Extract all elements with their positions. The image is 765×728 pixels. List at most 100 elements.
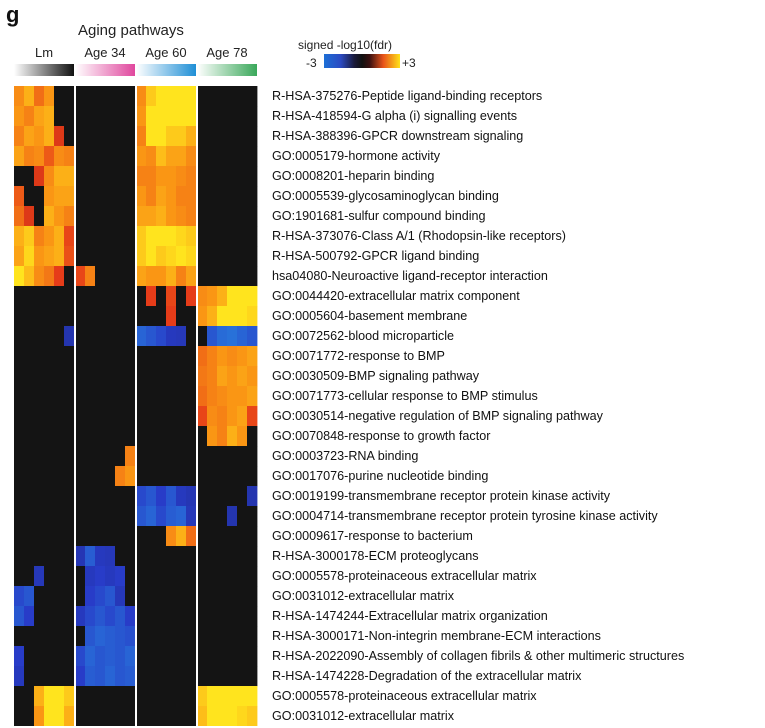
heatmap-cell bbox=[227, 646, 238, 667]
heatmap-cell bbox=[85, 646, 96, 667]
heatmap-cell bbox=[247, 366, 258, 387]
heatmap-cell bbox=[166, 226, 177, 247]
heatmap-cell bbox=[146, 606, 157, 627]
heatmap-cell bbox=[146, 626, 157, 647]
heatmap-cell bbox=[176, 106, 187, 127]
heatmap-cell bbox=[75, 306, 86, 327]
heatmap-cell bbox=[156, 126, 167, 147]
heatmap-cell bbox=[125, 186, 136, 207]
heatmap-cell bbox=[75, 366, 86, 387]
heatmap-cell bbox=[85, 226, 96, 247]
heatmap-cell bbox=[176, 166, 187, 187]
heatmap-cell bbox=[75, 146, 86, 167]
heatmap-cell bbox=[136, 506, 147, 527]
heatmap-cell bbox=[207, 346, 218, 367]
heatmap-cell bbox=[166, 166, 177, 187]
heatmap-cell bbox=[217, 486, 228, 507]
heatmap-cell bbox=[176, 506, 187, 527]
heatmap-cell bbox=[115, 86, 126, 107]
heatmap-cell bbox=[227, 486, 238, 507]
row-label: R-HSA-2022090-Assembly of collagen fibri… bbox=[272, 649, 685, 663]
heatmap-cell bbox=[156, 486, 167, 507]
heatmap-cell bbox=[14, 346, 25, 367]
heatmap-cell bbox=[125, 86, 136, 107]
heatmap-cell bbox=[217, 86, 228, 107]
heatmap-cell bbox=[54, 286, 65, 307]
row-label: R-HSA-3000178-ECM proteoglycans bbox=[272, 549, 479, 563]
heatmap-cell bbox=[75, 646, 86, 667]
heatmap-cell bbox=[156, 526, 167, 547]
heatmap-cell bbox=[237, 266, 248, 287]
heatmap-cell bbox=[85, 166, 96, 187]
heatmap-cell bbox=[136, 566, 147, 587]
heatmap-cell bbox=[166, 326, 177, 347]
heatmap-cell bbox=[176, 446, 187, 467]
heatmap-cell bbox=[186, 646, 197, 667]
heatmap-cell bbox=[207, 126, 218, 147]
heatmap-cell bbox=[166, 126, 177, 147]
heatmap-cell bbox=[85, 406, 96, 427]
heatmap-cell bbox=[217, 126, 228, 147]
heatmap-cell bbox=[14, 466, 25, 487]
heatmap-cell bbox=[75, 346, 86, 367]
heatmap-cell bbox=[217, 506, 228, 527]
heatmap-cell bbox=[34, 626, 45, 647]
heatmap-cell bbox=[115, 506, 126, 527]
heatmap-cell bbox=[125, 366, 136, 387]
heatmap-cell bbox=[34, 486, 45, 507]
heatmap-cell bbox=[95, 326, 106, 347]
heatmap-cell bbox=[44, 306, 55, 327]
heatmap-cell bbox=[24, 406, 35, 427]
heatmap-cell bbox=[44, 286, 55, 307]
panel-letter: g bbox=[6, 2, 20, 27]
heatmap-cell bbox=[105, 266, 116, 287]
heatmap-cell bbox=[186, 206, 197, 227]
heatmap-cell bbox=[156, 346, 167, 367]
heatmap-cell bbox=[75, 286, 86, 307]
heatmap-cell bbox=[247, 446, 258, 467]
heatmap-cell bbox=[54, 706, 65, 726]
heatmap-cell bbox=[24, 446, 35, 467]
heatmap-cell bbox=[105, 446, 116, 467]
heatmap-cell bbox=[24, 306, 35, 327]
heatmap-cell bbox=[136, 406, 147, 427]
heatmap-cell bbox=[186, 166, 197, 187]
heatmap-cell bbox=[186, 706, 197, 726]
heatmap-cell bbox=[237, 126, 248, 147]
row-label: GO:0031012-extracellular matrix bbox=[272, 709, 454, 723]
heatmap-cell bbox=[247, 566, 258, 587]
heatmap-cell bbox=[34, 286, 45, 307]
heatmap-cell bbox=[156, 146, 167, 167]
heatmap-cell bbox=[136, 106, 147, 127]
heatmap-cell bbox=[217, 286, 228, 307]
heatmap-cell bbox=[85, 126, 96, 147]
heatmap-cell bbox=[237, 646, 248, 667]
heatmap-cell bbox=[14, 266, 25, 287]
heatmap-cell bbox=[95, 306, 106, 327]
heatmap-cell bbox=[176, 346, 187, 367]
heatmap-cell bbox=[227, 386, 238, 407]
heatmap-cell bbox=[217, 546, 228, 567]
heatmap-cell bbox=[166, 366, 177, 387]
heatmap-cell bbox=[24, 606, 35, 627]
heatmap-cell bbox=[197, 546, 208, 567]
heatmap-cell bbox=[207, 686, 218, 707]
heatmap-cell bbox=[136, 606, 147, 627]
heatmap-cell bbox=[227, 546, 238, 567]
heatmap-cell bbox=[75, 226, 86, 247]
heatmap-cell bbox=[197, 246, 208, 267]
heatmap-cell bbox=[24, 266, 35, 287]
heatmap-cell bbox=[105, 666, 116, 687]
heatmap-cell bbox=[54, 686, 65, 707]
heatmap-cell bbox=[105, 486, 116, 507]
heatmap-cell bbox=[24, 286, 35, 307]
heatmap-cell bbox=[166, 246, 177, 267]
heatmap-cell bbox=[95, 606, 106, 627]
heatmap-cell bbox=[44, 186, 55, 207]
heatmap-cell bbox=[14, 186, 25, 207]
heatmap-cell bbox=[237, 106, 248, 127]
row-label: GO:0031012-extracellular matrix bbox=[272, 589, 454, 603]
heatmap-cell bbox=[146, 86, 157, 107]
heatmap-cell bbox=[207, 546, 218, 567]
heatmap-cell bbox=[24, 106, 35, 127]
